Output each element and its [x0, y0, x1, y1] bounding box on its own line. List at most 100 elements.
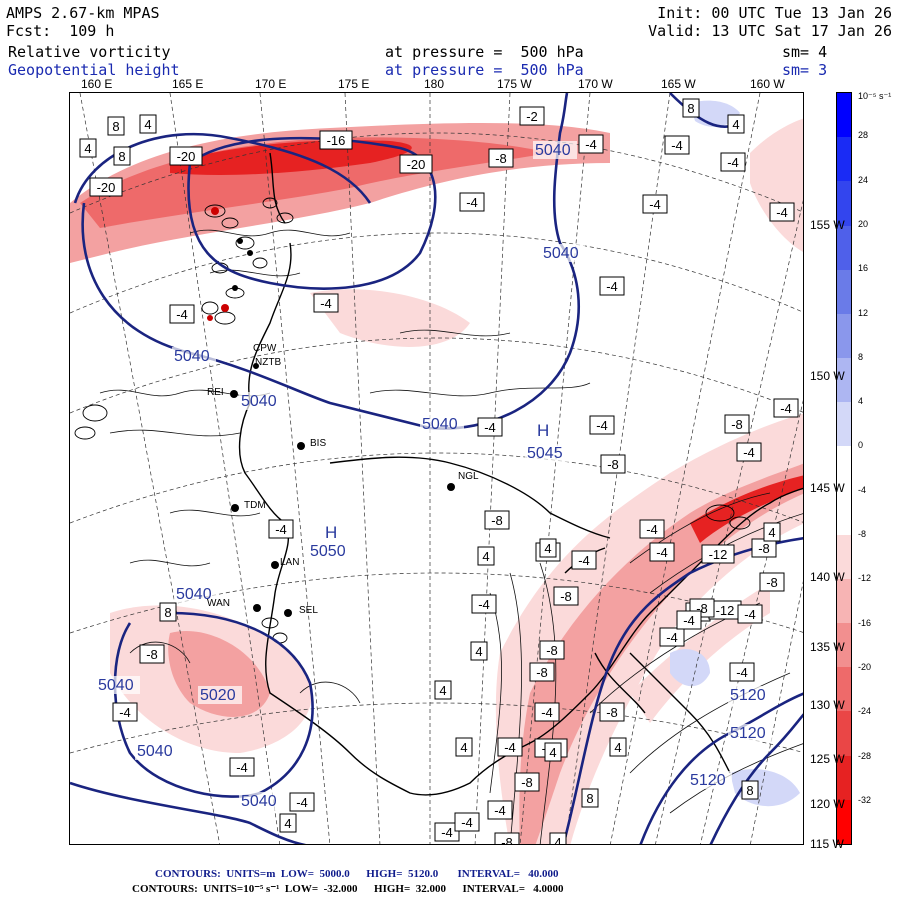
- height-label: 5040: [543, 245, 579, 262]
- vorticity-label: 8: [586, 791, 593, 806]
- vorticity-label-box: [159, 602, 177, 622]
- vorticity-label: 4: [544, 541, 551, 556]
- vorticity-label-box: [578, 134, 604, 154]
- vorticity-label: 8: [164, 605, 171, 620]
- vorticity-label-box: [169, 146, 203, 166]
- vorticity-label-box: [268, 519, 294, 539]
- field1-level: at pressure = 500 hPa: [385, 43, 584, 61]
- vorticity-label: -8: [758, 541, 770, 556]
- height-label-bg: [533, 141, 577, 159]
- lon-label: 160 W: [750, 77, 785, 91]
- lat-label: 120 W: [810, 797, 845, 811]
- vorticity-label-box: [470, 641, 488, 661]
- height-label: 5045: [527, 445, 563, 462]
- colorbar-segment: [837, 181, 851, 226]
- vorticity-label-box: [599, 702, 625, 722]
- vorticity-label-box: [139, 114, 157, 134]
- lat-label: 155 W: [810, 218, 845, 232]
- vorticity-label: -8: [560, 589, 572, 604]
- vorticity-label-box: [434, 680, 452, 700]
- lon-label: 175 W: [497, 77, 532, 91]
- field2-name: Geopotential height: [8, 61, 180, 79]
- vorticity-label-box: [279, 813, 297, 833]
- vorticity-label-box: [639, 519, 665, 539]
- height-label-bg: [420, 415, 464, 433]
- height-label-bg: [198, 686, 242, 704]
- vorticity-label: -8: [491, 513, 503, 528]
- field2-smoothing: sm= 3: [782, 61, 828, 79]
- vorticity-label: -8: [766, 575, 778, 590]
- lat-label: 125 W: [810, 752, 845, 766]
- vorticity-label-box: [763, 522, 781, 542]
- colorbar-tick: -32: [858, 794, 872, 805]
- height-label: 5040: [98, 677, 134, 694]
- lon-label: 170 E: [255, 77, 287, 91]
- vorticity-label: -4: [236, 760, 248, 775]
- colorbar-tick: 8: [858, 351, 864, 362]
- vorticity-label-box: [534, 702, 560, 722]
- vorticity-label: -20: [407, 157, 426, 172]
- colorbar-tick: -8: [858, 529, 867, 539]
- vorticity-label: 8: [118, 149, 125, 164]
- vorticity-label: -4: [541, 705, 553, 720]
- vorticity-label-box: [529, 662, 555, 682]
- vorticity-label: 4: [439, 683, 446, 698]
- vorticity-label: -12: [709, 547, 728, 562]
- colorbar-segment: [837, 490, 851, 535]
- colorbar-tick: -12: [858, 573, 872, 584]
- vorticity-label: -4: [176, 307, 188, 322]
- vorticity-label: 4: [284, 816, 291, 831]
- station-label: LAN: [280, 557, 300, 568]
- vorticity-label-box: [289, 792, 315, 812]
- vorticity-label-box: [609, 737, 627, 757]
- vorticity-label-box: [494, 832, 520, 844]
- vorticity-labels-layer: 8 448 -20-16-20-20-2-4-8-4 -4-484-4-4-4-4-4…: [79, 98, 799, 844]
- vorticity-label: -4: [666, 630, 678, 645]
- vorticity-label: -4: [744, 607, 756, 622]
- vorticity-label-box: [544, 742, 562, 762]
- vorticity-label-box: [313, 293, 339, 313]
- vorticity-label-box: [455, 737, 473, 757]
- vorticity-label-box: [484, 510, 510, 530]
- field1-smoothing: sm= 4: [782, 43, 828, 61]
- station-label: NGL: [458, 471, 479, 482]
- vorticity-label: -4: [296, 795, 308, 810]
- vorticity-label: -4: [596, 418, 608, 433]
- vorticity-label-box: [682, 98, 700, 118]
- vorticity-label: 4: [732, 117, 739, 132]
- lat-label: 130 W: [810, 698, 845, 712]
- colorbar-segment: [837, 534, 851, 579]
- colorbar-segment: [837, 755, 851, 800]
- colorbar: [836, 92, 852, 845]
- vorticity-contour-info: CONTOURS: UNITS=10⁻⁵ s⁻¹ LOW= -32.000 HI…: [132, 883, 564, 895]
- high-pressure-marker: H: [325, 523, 337, 542]
- vorticity-label-box: [727, 114, 745, 134]
- height-label: 5040: [241, 793, 277, 810]
- vorticity-label: -4: [743, 445, 755, 460]
- height-label-bg: [174, 585, 218, 603]
- vorticity-label-box: [477, 417, 503, 437]
- vorticity-label: 4: [482, 549, 489, 564]
- lat-label: 150 W: [810, 369, 845, 383]
- lat-label: 135 W: [810, 640, 845, 654]
- vorticity-label: -8: [146, 647, 158, 662]
- vorticity-label: -4: [441, 825, 453, 840]
- colorbar-segment: [837, 799, 851, 844]
- station-label: NZTB: [255, 357, 282, 368]
- valid-time: Valid: 13 UTC Sat 17 Jan 26: [648, 22, 892, 40]
- vorticity-label: -4: [780, 401, 792, 416]
- vorticity-label-box: [720, 152, 746, 172]
- map-panel: 5040 5040 5040 5040 5040 5040 5040 5040 5040 5045…: [69, 92, 804, 845]
- vorticity-label-box: [589, 415, 615, 435]
- height-label: 5120: [690, 772, 726, 789]
- colorbar-tick: -16: [858, 617, 872, 628]
- vorticity-label: 4: [768, 525, 775, 540]
- vorticity-label-box: [539, 640, 565, 660]
- terrain-extreme-cells: [207, 207, 253, 321]
- height-label-bg: [728, 686, 772, 704]
- geopotential-height-contours: [70, 93, 803, 844]
- height-label: 5050: [310, 543, 346, 560]
- vorticity-label-box: [497, 737, 523, 757]
- vorticity-label-box: [514, 772, 540, 792]
- vorticity-label: -16: [327, 133, 346, 148]
